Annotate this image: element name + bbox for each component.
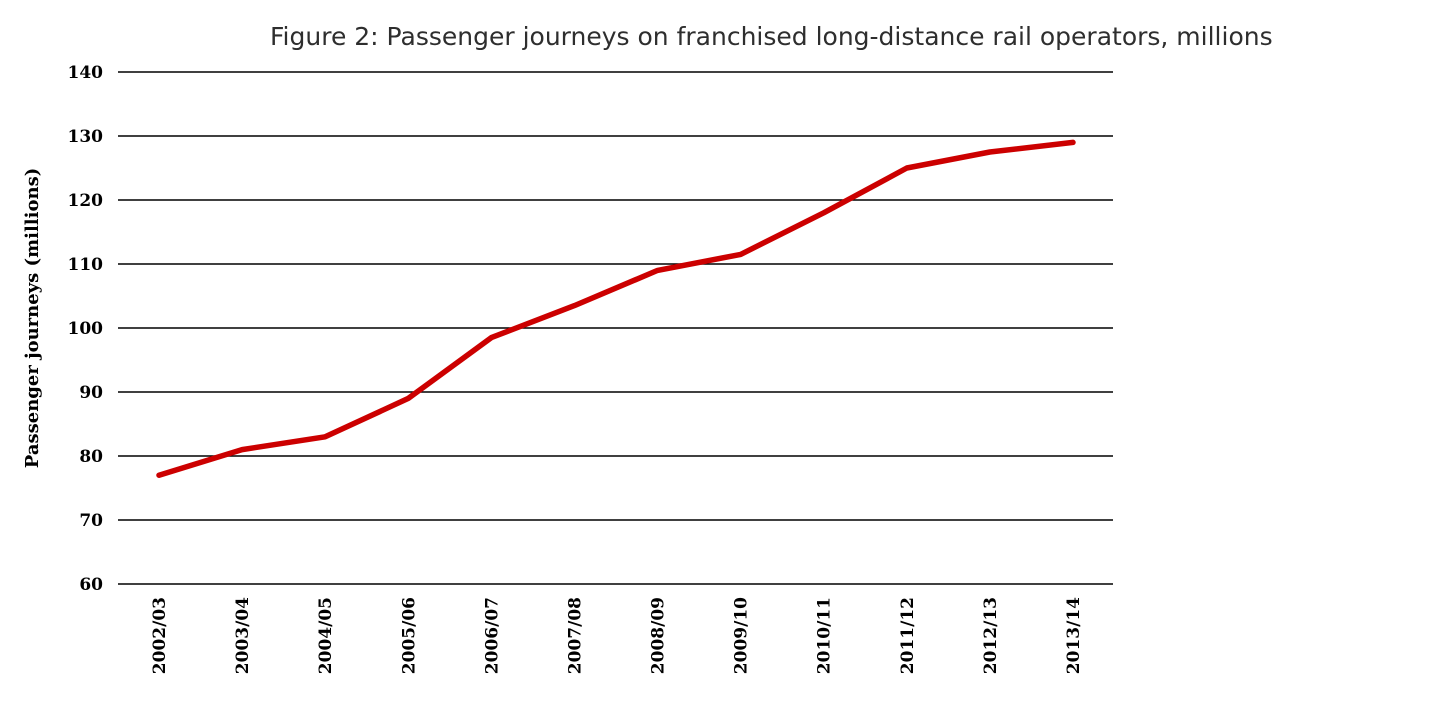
y-tick-label: 80: [79, 447, 103, 467]
x-axis-ticks: 2002/03 2003/04 2004/05 2005/06 2006/07 2007/…: [150, 597, 1084, 674]
y-axis-label: Passenger journeys (millions): [22, 168, 43, 468]
y-axis-ticks: 60 70 80 90 100 110 120 130 140: [68, 63, 104, 595]
figure-title: Figure 2: Passenger journeys on franchis…: [270, 22, 1273, 51]
x-tick-label: 2011/12: [898, 597, 918, 674]
x-tick-label: 2010/11: [815, 597, 835, 674]
series-line: [156, 139, 1076, 478]
y-tick-label: 120: [68, 191, 104, 211]
y-tick-label: 110: [68, 255, 104, 275]
x-tick-label: 2005/06: [399, 597, 419, 674]
x-tick-label: 2013/14: [1064, 597, 1084, 674]
y-tick-label: 70: [79, 511, 103, 531]
x-tick-label: 2006/07: [482, 597, 502, 674]
y-tick-label: 60: [79, 575, 103, 595]
series-group: [156, 139, 1076, 478]
gridlines: [118, 71, 1113, 585]
x-tick-label: 2002/03: [150, 597, 170, 674]
x-tick-label: 2012/13: [981, 597, 1001, 674]
y-tick-label: 140: [68, 63, 104, 83]
y-tick-label: 90: [79, 383, 103, 403]
y-tick-label: 130: [68, 127, 104, 147]
y-tick-label: 100: [68, 319, 104, 339]
x-tick-label: 2007/08: [565, 597, 585, 674]
x-tick-label: 2004/05: [316, 597, 336, 674]
x-tick-label: 2003/04: [233, 597, 253, 674]
x-tick-label: 2008/09: [649, 597, 669, 674]
x-tick-label: 2009/10: [732, 597, 752, 674]
